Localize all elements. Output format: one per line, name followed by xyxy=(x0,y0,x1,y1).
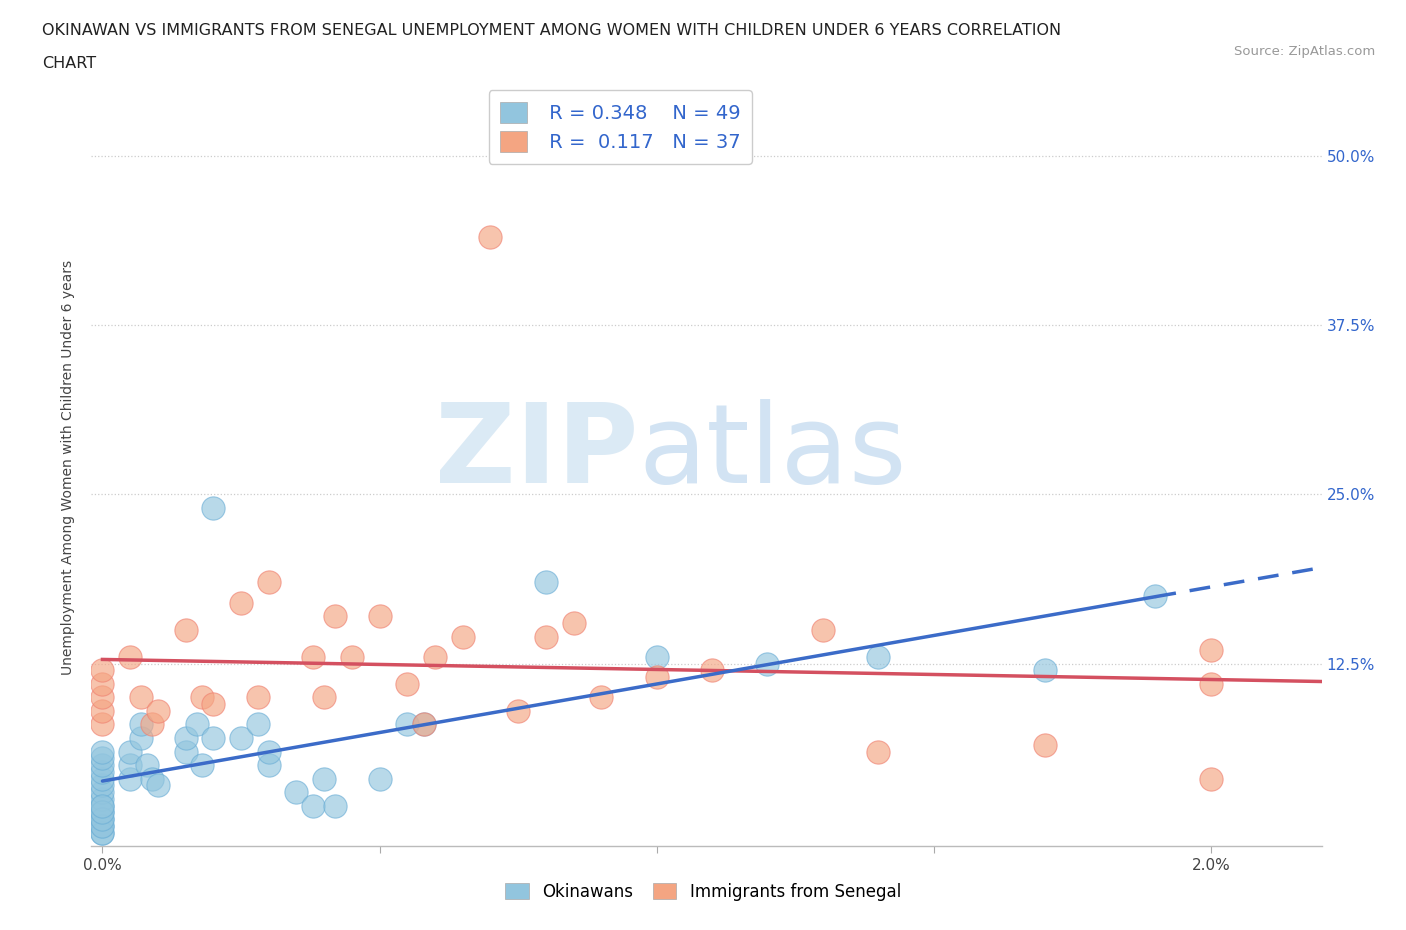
Point xyxy=(412,717,434,732)
Point xyxy=(323,798,346,813)
Legend: Okinawans, Immigrants from Senegal: Okinawans, Immigrants from Senegal xyxy=(499,876,907,908)
Point xyxy=(1199,643,1222,658)
Point xyxy=(91,825,114,840)
Point xyxy=(120,744,142,759)
Point xyxy=(811,622,834,637)
Point xyxy=(202,697,225,711)
Point xyxy=(120,758,142,773)
Point xyxy=(868,649,890,664)
Point xyxy=(591,690,613,705)
Point xyxy=(91,703,114,718)
Point xyxy=(91,812,114,827)
Point xyxy=(246,690,269,705)
Point xyxy=(141,771,163,786)
Point xyxy=(91,785,114,800)
Point xyxy=(314,690,336,705)
Point xyxy=(129,731,152,746)
Point xyxy=(868,744,890,759)
Point xyxy=(506,703,529,718)
Text: OKINAWAN VS IMMIGRANTS FROM SENEGAL UNEMPLOYMENT AMONG WOMEN WITH CHILDREN UNDER: OKINAWAN VS IMMIGRANTS FROM SENEGAL UNEM… xyxy=(42,23,1062,38)
Point xyxy=(257,744,280,759)
Point xyxy=(135,758,157,773)
Point xyxy=(412,717,434,732)
Point xyxy=(174,744,197,759)
Point xyxy=(91,798,114,813)
Point xyxy=(562,616,585,631)
Point xyxy=(91,717,114,732)
Point xyxy=(396,676,419,691)
Point xyxy=(396,717,419,732)
Point xyxy=(120,649,142,664)
Point xyxy=(91,825,114,840)
Point xyxy=(479,230,502,245)
Point xyxy=(174,622,197,637)
Point xyxy=(91,663,114,678)
Text: atlas: atlas xyxy=(638,399,907,506)
Point xyxy=(191,690,214,705)
Point xyxy=(186,717,208,732)
Point xyxy=(229,731,252,746)
Legend:  R = 0.348    N = 49,  R =  0.117   N = 37: R = 0.348 N = 49, R = 0.117 N = 37 xyxy=(488,90,752,164)
Point xyxy=(91,805,114,820)
Point xyxy=(314,771,336,786)
Text: CHART: CHART xyxy=(42,56,96,71)
Point xyxy=(146,703,169,718)
Point xyxy=(285,785,308,800)
Point xyxy=(700,663,723,678)
Point xyxy=(141,717,163,732)
Point xyxy=(1199,771,1222,786)
Point xyxy=(257,575,280,590)
Point xyxy=(451,629,474,644)
Point xyxy=(645,670,668,684)
Point xyxy=(202,731,225,746)
Point xyxy=(91,818,114,833)
Point xyxy=(302,649,325,664)
Point xyxy=(91,758,114,773)
Point xyxy=(91,676,114,691)
Point xyxy=(1199,676,1222,691)
Point xyxy=(129,690,152,705)
Point xyxy=(91,771,114,786)
Point xyxy=(534,575,557,590)
Point xyxy=(302,798,325,813)
Point xyxy=(91,798,114,813)
Point xyxy=(1033,663,1056,678)
Point xyxy=(229,595,252,610)
Point xyxy=(146,778,169,793)
Point xyxy=(91,818,114,833)
Point xyxy=(202,500,225,515)
Point xyxy=(191,758,214,773)
Point xyxy=(645,649,668,664)
Point xyxy=(756,657,779,671)
Text: ZIP: ZIP xyxy=(436,399,638,506)
Point xyxy=(91,690,114,705)
Point xyxy=(91,812,114,827)
Point xyxy=(120,771,142,786)
Point xyxy=(91,764,114,779)
Point xyxy=(1033,737,1056,752)
Point xyxy=(174,731,197,746)
Point xyxy=(246,717,269,732)
Point xyxy=(91,778,114,793)
Point xyxy=(91,744,114,759)
Point xyxy=(257,758,280,773)
Point xyxy=(91,791,114,806)
Point xyxy=(423,649,446,664)
Point xyxy=(368,771,391,786)
Text: Source: ZipAtlas.com: Source: ZipAtlas.com xyxy=(1234,45,1375,58)
Point xyxy=(91,751,114,765)
Point xyxy=(1144,589,1167,604)
Point xyxy=(340,649,363,664)
Point xyxy=(91,805,114,820)
Point xyxy=(534,629,557,644)
Y-axis label: Unemployment Among Women with Children Under 6 years: Unemployment Among Women with Children U… xyxy=(62,259,76,675)
Point xyxy=(323,609,346,624)
Point xyxy=(129,717,152,732)
Point xyxy=(368,609,391,624)
